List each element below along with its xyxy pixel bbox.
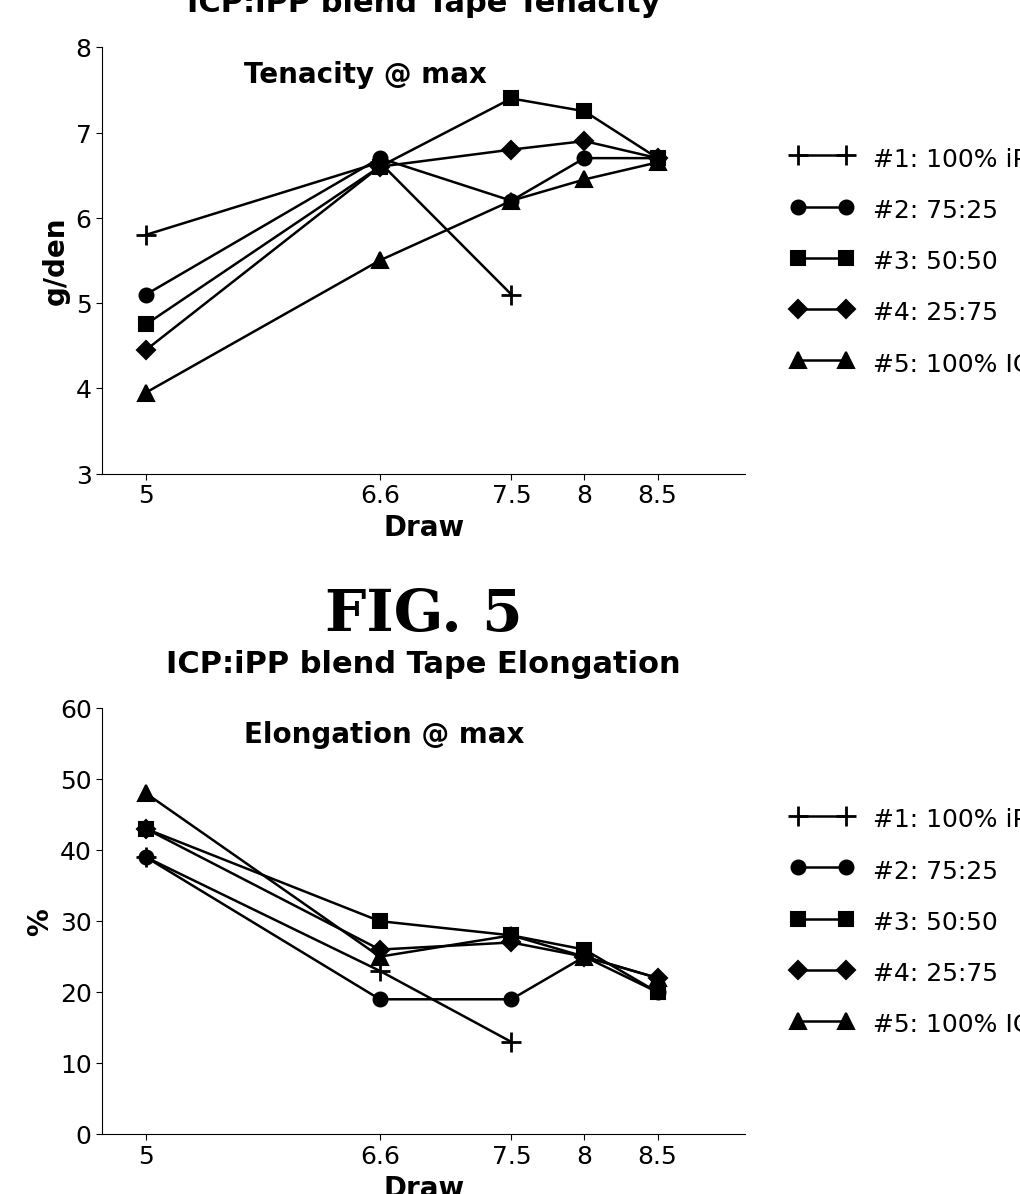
#3: 50:50: (8.5, 20): 50:50: (8.5, 20)	[651, 985, 663, 999]
#5: 100% ICP: (5, 3.95): 100% ICP: (5, 3.95)	[140, 386, 152, 400]
#4: 25:75: (7.5, 27): 25:75: (7.5, 27)	[505, 935, 517, 949]
#5: 100% ICP: (8, 6.45): 100% ICP: (8, 6.45)	[578, 173, 591, 187]
#4: 25:75: (6.6, 26): 25:75: (6.6, 26)	[373, 942, 386, 956]
Line: #2: 75:25: #2: 75:25	[139, 850, 664, 1007]
#3: 50:50: (8, 26): 50:50: (8, 26)	[578, 942, 591, 956]
#3: 50:50: (8, 7.25): 50:50: (8, 7.25)	[578, 105, 591, 119]
#1: 100% iPP: (6.6, 23): 100% iPP: (6.6, 23)	[373, 964, 386, 978]
#2: 75:25: (8.5, 20): 75:25: (8.5, 20)	[651, 985, 663, 999]
Text: Tenacity @ max: Tenacity @ max	[244, 61, 486, 88]
X-axis label: Draw: Draw	[382, 1174, 464, 1194]
Text: ICP:iPP blend Tape Tenacity: ICP:iPP blend Tape Tenacity	[187, 0, 660, 18]
#5: 100% ICP: (6.6, 25): 100% ICP: (6.6, 25)	[373, 949, 386, 964]
#4: 25:75: (7.5, 6.8): 25:75: (7.5, 6.8)	[505, 143, 517, 158]
#2: 75:25: (5, 39): 75:25: (5, 39)	[140, 850, 152, 864]
Y-axis label: %: %	[27, 907, 54, 935]
#1: 100% iPP: (5, 39): 100% iPP: (5, 39)	[140, 850, 152, 864]
#2: 75:25: (7.5, 6.2): 75:25: (7.5, 6.2)	[505, 193, 517, 208]
Line: #4: 25:75: #4: 25:75	[140, 135, 663, 357]
Text: ICP:iPP blend Tape Elongation: ICP:iPP blend Tape Elongation	[166, 650, 680, 678]
#4: 25:75: (8.5, 6.7): 25:75: (8.5, 6.7)	[651, 152, 663, 166]
#4: 25:75: (8.5, 22): 25:75: (8.5, 22)	[651, 971, 663, 985]
Line: #1: 100% iPP: #1: 100% iPP	[136, 848, 520, 1052]
#2: 75:25: (5, 5.1): 75:25: (5, 5.1)	[140, 288, 152, 302]
Line: #5: 100% ICP: #5: 100% ICP	[138, 155, 665, 400]
#2: 75:25: (8, 25): 75:25: (8, 25)	[578, 949, 591, 964]
#5: 100% ICP: (6.6, 5.5): 100% ICP: (6.6, 5.5)	[373, 253, 386, 267]
Line: #4: 25:75: #4: 25:75	[140, 823, 663, 984]
#2: 75:25: (8.5, 6.7): 75:25: (8.5, 6.7)	[651, 152, 663, 166]
#3: 50:50: (5, 43): 50:50: (5, 43)	[140, 821, 152, 836]
#4: 25:75: (5, 43): 25:75: (5, 43)	[140, 821, 152, 836]
#2: 75:25: (6.6, 6.7): 75:25: (6.6, 6.7)	[373, 152, 386, 166]
Legend: #1: 100% iPP, #2: 75:25, #3: 50:50, #4: 25:75, #5: 100% ICP: #1: 100% iPP, #2: 75:25, #3: 50:50, #4: …	[782, 137, 1020, 384]
#3: 50:50: (7.5, 7.4): 50:50: (7.5, 7.4)	[505, 92, 517, 106]
#5: 100% ICP: (8, 25): 100% ICP: (8, 25)	[578, 949, 591, 964]
Line: #5: 100% ICP: #5: 100% ICP	[138, 786, 665, 986]
X-axis label: Draw: Draw	[382, 513, 464, 542]
Line: #3: 50:50: #3: 50:50	[139, 821, 664, 999]
Text: Elongation @ max: Elongation @ max	[244, 721, 523, 749]
Text: FIG. 5: FIG. 5	[324, 586, 522, 642]
Y-axis label: g/den: g/den	[42, 216, 70, 304]
#4: 25:75: (8, 6.9): 25:75: (8, 6.9)	[578, 135, 591, 149]
Line: #3: 50:50: #3: 50:50	[139, 92, 664, 332]
#3: 50:50: (6.6, 30): 50:50: (6.6, 30)	[373, 915, 386, 929]
#4: 25:75: (5, 4.45): 25:75: (5, 4.45)	[140, 343, 152, 357]
Line: #2: 75:25: #2: 75:25	[139, 152, 664, 302]
#2: 75:25: (6.6, 19): 75:25: (6.6, 19)	[373, 992, 386, 1007]
#1: 100% iPP: (7.5, 13): 100% iPP: (7.5, 13)	[505, 1035, 517, 1050]
#3: 50:50: (5, 4.75): 50:50: (5, 4.75)	[140, 318, 152, 332]
#5: 100% ICP: (8.5, 6.65): 100% ICP: (8.5, 6.65)	[651, 155, 663, 170]
#5: 100% ICP: (5, 48): 100% ICP: (5, 48)	[140, 787, 152, 801]
#2: 75:25: (8, 6.7): 75:25: (8, 6.7)	[578, 152, 591, 166]
Line: #1: 100% iPP: #1: 100% iPP	[136, 153, 520, 304]
Legend: #1: 100% iPP, #2: 75:25, #3: 50:50, #4: 25:75, #5: 100% ICP: #1: 100% iPP, #2: 75:25, #3: 50:50, #4: …	[782, 798, 1020, 1045]
#5: 100% ICP: (7.5, 28): 100% ICP: (7.5, 28)	[505, 928, 517, 942]
#3: 50:50: (6.6, 6.6): 50:50: (6.6, 6.6)	[373, 160, 386, 174]
#3: 50:50: (7.5, 28): 50:50: (7.5, 28)	[505, 928, 517, 942]
#5: 100% ICP: (8.5, 22): 100% ICP: (8.5, 22)	[651, 971, 663, 985]
#4: 25:75: (8, 25): 25:75: (8, 25)	[578, 949, 591, 964]
#4: 25:75: (6.6, 6.6): 25:75: (6.6, 6.6)	[373, 160, 386, 174]
#1: 100% iPP: (6.6, 6.65): 100% iPP: (6.6, 6.65)	[373, 155, 386, 170]
#1: 100% iPP: (7.5, 5.1): 100% iPP: (7.5, 5.1)	[505, 288, 517, 302]
#1: 100% iPP: (5, 5.8): 100% iPP: (5, 5.8)	[140, 228, 152, 242]
#5: 100% ICP: (7.5, 6.2): 100% ICP: (7.5, 6.2)	[505, 193, 517, 208]
#2: 75:25: (7.5, 19): 75:25: (7.5, 19)	[505, 992, 517, 1007]
#3: 50:50: (8.5, 6.7): 50:50: (8.5, 6.7)	[651, 152, 663, 166]
